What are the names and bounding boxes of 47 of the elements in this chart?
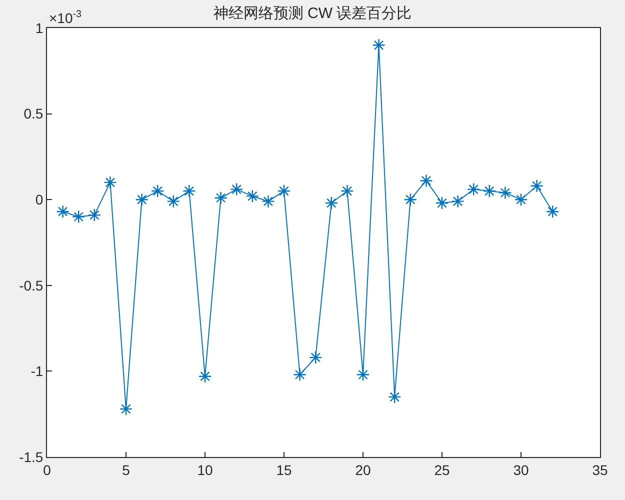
y-tick-label: 0 [35,192,44,208]
point [198,370,212,383]
point [514,193,528,206]
point [277,184,291,198]
point [56,205,70,218]
point [88,208,101,222]
y-tick-label: -1.5 [19,448,44,465]
point [262,194,275,208]
point [166,194,180,208]
y-tick-label: 0.5 [24,106,44,122]
x-tick-label: 15 [276,462,292,478]
point [230,182,244,196]
point [135,193,148,206]
y-tick-label: -0.5 [19,277,44,294]
point [546,205,560,218]
point [451,194,464,208]
point [340,184,354,198]
point [372,38,386,52]
point [246,190,259,203]
chart-title: 神经网络预测 CW 误差百分比 [213,5,412,22]
point [356,368,370,382]
x-tick-label: 35 [592,462,608,478]
point [482,184,496,198]
point [435,196,449,210]
x-tick-label: 10 [197,462,213,478]
point [498,186,512,200]
x-tick-label: 20 [355,462,371,478]
point [293,368,306,382]
point [214,191,228,204]
x-tick-label: 25 [434,462,450,478]
point [420,174,433,188]
point [388,390,402,404]
point [119,402,133,416]
point [104,176,117,190]
y-tick-label: 1 [35,20,44,36]
point [72,210,86,224]
y-tick-label: -1 [30,363,44,380]
x-tick-label: 30 [513,462,529,478]
point [309,350,322,364]
x-tick-label: 5 [122,462,130,478]
point [530,179,544,192]
point [182,184,196,198]
point [404,193,417,206]
point [467,182,480,196]
text: ×10$^{-3}$ [49,9,82,26]
point [324,196,338,210]
point [151,184,164,198]
